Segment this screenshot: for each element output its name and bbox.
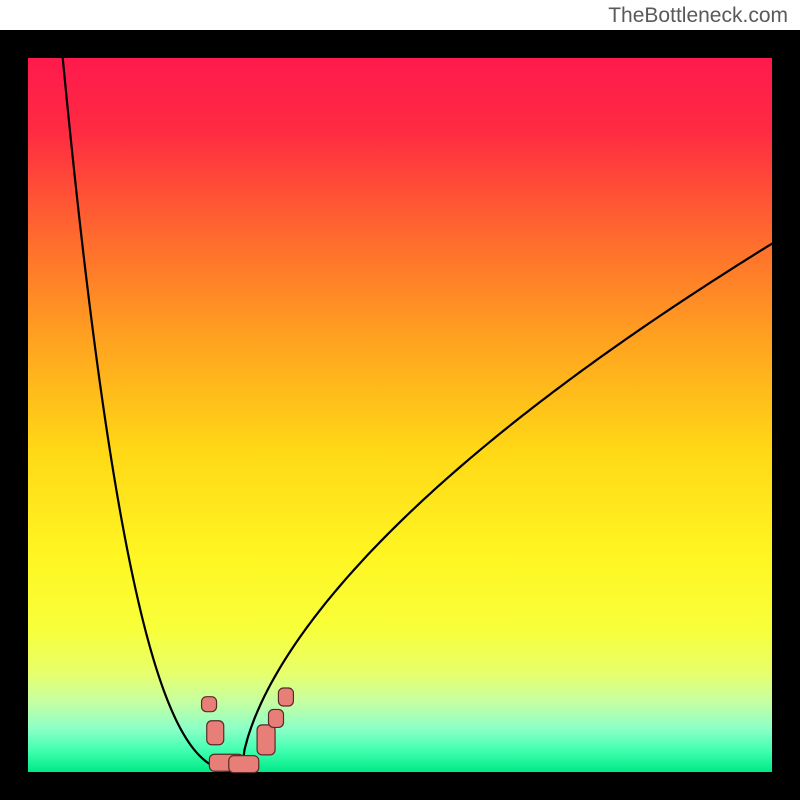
data-marker	[278, 688, 293, 706]
data-marker	[207, 721, 224, 745]
chart-root: TheBottleneck.com	[0, 0, 800, 800]
plot-svg	[0, 30, 800, 800]
plot-area	[0, 30, 800, 800]
data-marker	[202, 697, 217, 712]
data-marker	[257, 725, 275, 755]
data-marker	[229, 756, 259, 773]
data-marker	[269, 709, 284, 727]
watermark-text: TheBottleneck.com	[608, 4, 788, 28]
